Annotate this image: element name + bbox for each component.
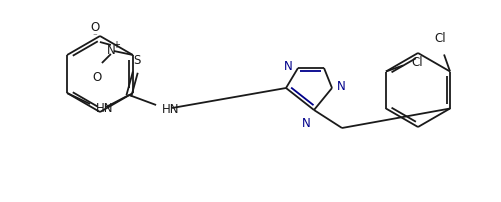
Text: N: N — [337, 80, 346, 93]
Text: O: O — [90, 21, 100, 34]
Text: HN: HN — [162, 103, 179, 116]
Text: Cl: Cl — [434, 32, 446, 45]
Text: +: + — [112, 40, 120, 50]
Text: HN: HN — [96, 102, 114, 115]
Text: N: N — [284, 60, 293, 73]
Text: ⁻: ⁻ — [93, 32, 97, 41]
Text: Cl: Cl — [411, 56, 422, 69]
Text: N: N — [107, 44, 115, 57]
Text: S: S — [133, 54, 141, 67]
Text: N: N — [302, 116, 311, 129]
Text: O: O — [92, 71, 102, 84]
